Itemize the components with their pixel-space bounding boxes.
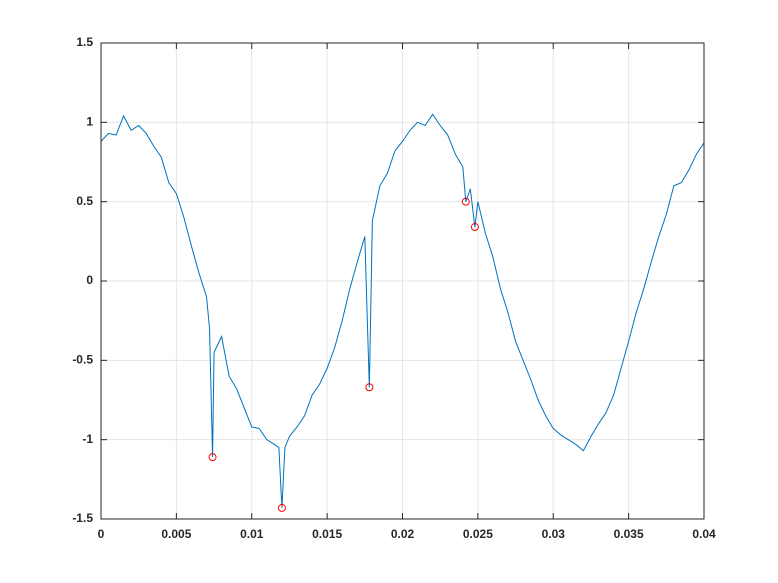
x-tick-label: 0.015 <box>312 527 342 541</box>
x-tick-label: 0.03 <box>542 527 566 541</box>
y-tick-label: -1.5 <box>72 511 93 525</box>
y-tick-label: 0 <box>86 273 93 287</box>
y-tick-label: 1.5 <box>76 35 93 49</box>
x-tick-label: 0 <box>98 527 105 541</box>
x-tick-label: 0.005 <box>161 527 191 541</box>
x-tick-label: 0.035 <box>614 527 644 541</box>
y-tick-label: 0.5 <box>76 194 93 208</box>
outlier-marker <box>277 503 286 512</box>
data-line <box>100 113 705 508</box>
x-tick-label: 0.02 <box>391 527 415 541</box>
outlier-marker <box>365 383 374 392</box>
y-tick-label: 1 <box>86 115 93 129</box>
outlier-marker <box>461 197 470 206</box>
outlier-marker <box>470 223 479 232</box>
y-tick-label: -1 <box>82 432 93 446</box>
grid <box>100 42 705 520</box>
x-tick-label: 0.025 <box>463 527 493 541</box>
x-tick-label: 0.01 <box>240 527 264 541</box>
plot-area <box>100 113 705 512</box>
y-tick-label: -0.5 <box>72 353 93 367</box>
ticks: 0 0.005 0.01 0.015 0.02 0.025 0.03 0.035 0.04 -1.… <box>72 35 716 541</box>
outlier-marker <box>208 453 217 462</box>
x-tick-label: 0.04 <box>692 527 716 541</box>
